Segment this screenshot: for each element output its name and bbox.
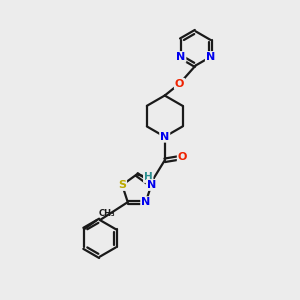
Text: H: H bbox=[144, 172, 153, 182]
Text: CH₃: CH₃ bbox=[99, 209, 116, 218]
Text: N: N bbox=[206, 52, 215, 62]
Text: S: S bbox=[118, 180, 126, 190]
Text: N: N bbox=[160, 132, 169, 142]
Text: N: N bbox=[147, 180, 156, 190]
Text: N: N bbox=[176, 52, 185, 62]
Text: O: O bbox=[178, 152, 187, 162]
Text: N: N bbox=[141, 197, 150, 207]
Text: O: O bbox=[175, 79, 184, 89]
